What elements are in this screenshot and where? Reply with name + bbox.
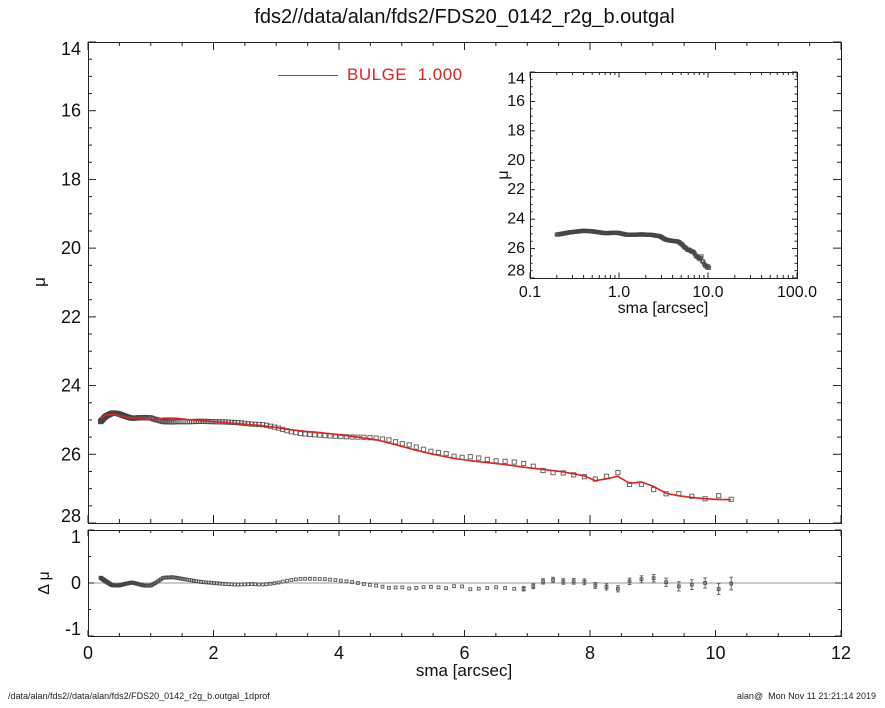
page-title: fds2//data/alan/fds2/FDS20_0142_r2g_b.ou…	[254, 6, 675, 28]
tick-label: 4	[334, 643, 344, 663]
tick-label: 16	[61, 101, 81, 121]
tick-label: 26	[61, 444, 81, 464]
residual-data-points	[98, 573, 734, 596]
footer-file-path: /data/alan/fds2//data/alan/fds2/FDS20_01…	[8, 691, 270, 701]
tick-label: -1	[65, 619, 81, 639]
tick-label: 20	[61, 238, 81, 258]
tick-label: 22	[61, 307, 81, 327]
tick-label: 12	[831, 643, 851, 663]
tick-label: 18	[507, 122, 525, 139]
tick-label: 28	[507, 263, 525, 280]
tick-label: 1.0	[608, 284, 630, 301]
inset-data-points	[554, 228, 712, 270]
inset-plot: 14 16 18 20 22 24 26 28 0.1 1.0 10.0 100.0	[507, 71, 817, 302]
tick-label: 8	[585, 643, 595, 663]
tick-label: 0	[71, 573, 81, 593]
tick-label: 0	[83, 643, 93, 663]
x-axis-label: sma [arcsec]	[415, 661, 513, 680]
tick-label: 6	[459, 643, 469, 663]
inset-y-axis-label: μ	[495, 170, 512, 180]
main-y-axis-label: μ	[30, 277, 49, 287]
tick-label: 0.1	[519, 284, 541, 301]
tick-label: 2	[208, 643, 218, 663]
tick-label: 1	[71, 527, 81, 547]
tick-label: 24	[507, 211, 525, 228]
legend-label: BULGE 1.000	[347, 65, 463, 84]
profile-data-points	[97, 410, 734, 502]
tick-label: 28	[61, 506, 81, 526]
tick-label: 10	[705, 643, 725, 663]
bulge-model-line	[100, 413, 732, 501]
tick-label: 10.0	[692, 284, 723, 301]
tick-label: 14	[507, 71, 525, 88]
main-plot: 14 16 18 20 22 24 26 28	[61, 39, 842, 526]
residual-plot: 10-10 2 4 6 8 10 12	[65, 527, 851, 663]
tick-label: 18	[61, 169, 81, 189]
footer-user-timestamp: alan@ Mon Nov 11 21:21:14 2019	[736, 691, 876, 701]
legend-line-swatch	[278, 75, 338, 76]
tick-label: 22	[507, 181, 525, 198]
tick-label: 14	[61, 39, 81, 59]
tick-label: 16	[507, 93, 525, 110]
residual-y-axis-label: Δ μ	[36, 571, 53, 595]
tick-label: 100.0	[777, 284, 817, 301]
tick-label: 26	[507, 240, 525, 257]
inset-x-axis-label: sma [arcsec]	[617, 300, 709, 317]
tick-label: 20	[507, 152, 525, 169]
tick-label: 24	[61, 376, 81, 396]
